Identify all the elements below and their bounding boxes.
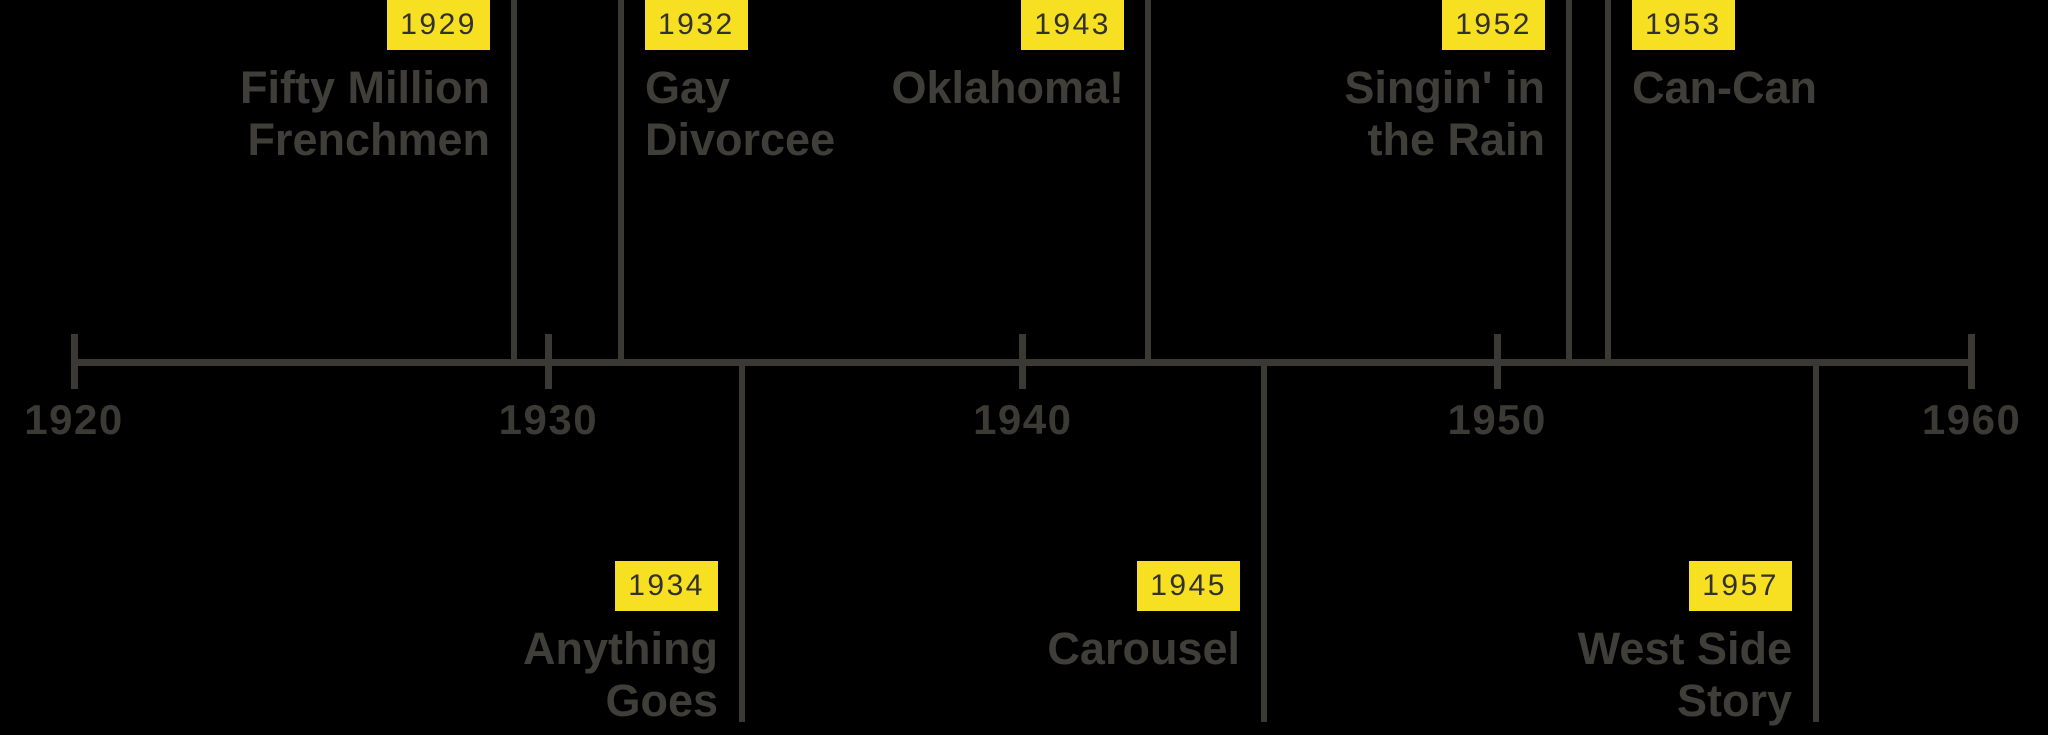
event-line	[1566, 0, 1572, 365]
event-line	[511, 0, 517, 365]
event-year-badge: 1932	[645, 0, 748, 50]
event-year-badge: 1929	[387, 0, 490, 50]
timeline-event: 1934 Anything Goes	[298, 561, 718, 727]
event-title: Carousel	[1047, 623, 1240, 674]
axis-tick-label: 1950	[1447, 396, 1547, 443]
axis-tick-label: 1930	[498, 396, 599, 443]
axis-tick-label: 1960	[1921, 396, 2022, 443]
event-line	[1813, 360, 1819, 722]
event-year-badge: 1952	[1442, 0, 1545, 50]
event-line	[1145, 0, 1151, 365]
event-year-badge: 1957	[1689, 561, 1792, 611]
timeline-event: 1943 Oklahoma!	[704, 0, 1124, 114]
event-line	[739, 360, 745, 722]
event-year-badge: 1953	[1632, 0, 1735, 50]
event-line	[1261, 360, 1267, 722]
axis-tick	[1968, 334, 1976, 389]
event-year-badge: 1945	[1137, 561, 1240, 611]
event-year-badge: 1934	[615, 561, 718, 611]
axis-tick-label: 1940	[973, 396, 1073, 443]
event-title: Can-Can	[1632, 62, 1818, 113]
event-line	[618, 0, 624, 365]
axis-tick	[70, 334, 78, 389]
timeline-event: 1953 Can-Can	[1632, 0, 2048, 114]
timeline-event: 1945 Carousel	[820, 561, 1240, 675]
event-title: Anything Goes	[523, 623, 718, 726]
event-title: West Side Story	[1577, 623, 1792, 726]
event-line	[1605, 0, 1611, 365]
axis-tick	[1019, 334, 1027, 389]
axis-tick-label: 1920	[24, 396, 124, 443]
axis-tick	[544, 334, 552, 389]
event-year-badge: 1943	[1021, 0, 1124, 50]
event-title: Gay Divorcee	[645, 62, 836, 165]
event-title: Fifty Million Frenchmen	[240, 62, 490, 165]
axis-tick	[1493, 334, 1501, 389]
timeline-event: 1932 Gay Divorcee	[645, 0, 1065, 166]
event-title: Singin' in the Rain	[1344, 62, 1545, 165]
timeline-event: 1957 West Side Story	[1372, 561, 1792, 727]
timeline-event: 1952 Singin' in the Rain	[1125, 0, 1545, 166]
event-title: Oklahoma!	[891, 62, 1124, 113]
timeline-event: 1929 Fifty Million Frenchmen	[70, 0, 490, 166]
